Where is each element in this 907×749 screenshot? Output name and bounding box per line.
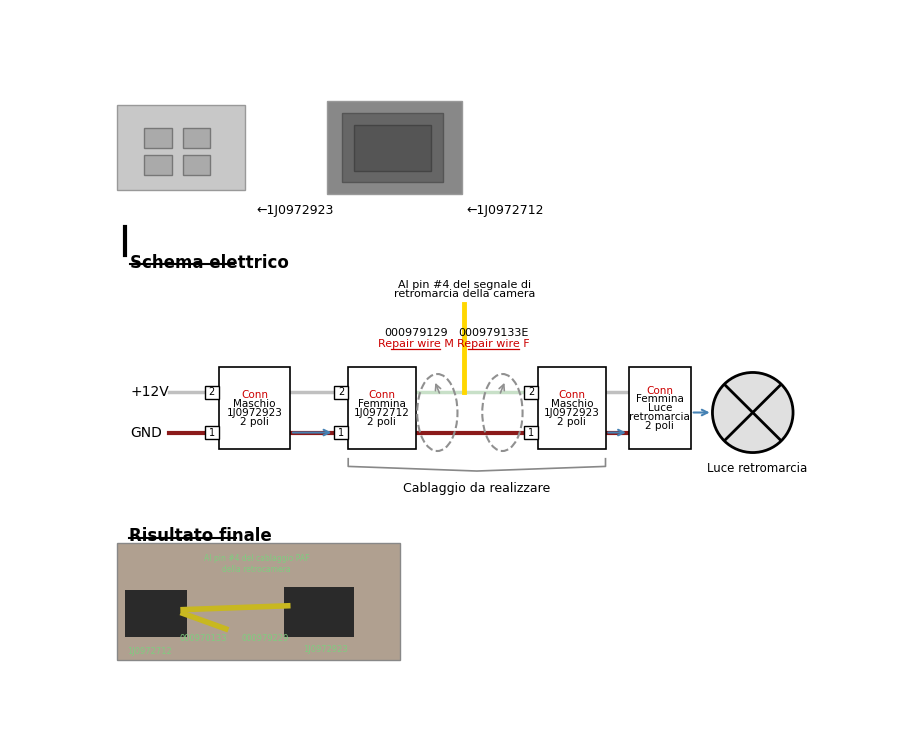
Text: Risultato finale: Risultato finale: [129, 527, 271, 545]
Text: Conn: Conn: [647, 386, 673, 395]
Text: Maschio: Maschio: [551, 399, 593, 409]
Text: 2 poli: 2 poli: [367, 416, 396, 427]
Text: Maschio: Maschio: [233, 399, 276, 409]
Bar: [144, 155, 171, 175]
Bar: [538, 367, 606, 449]
Text: Conn: Conn: [241, 390, 268, 400]
Text: 1: 1: [338, 428, 345, 437]
Text: Cablaggio da realizzare: Cablaggio da realizzare: [404, 482, 551, 495]
Text: Repair wire F: Repair wire F: [457, 339, 530, 348]
Bar: [183, 155, 210, 175]
Text: 1: 1: [528, 428, 534, 437]
Bar: [117, 542, 400, 660]
Text: 1: 1: [209, 428, 215, 437]
Text: 000979133E: 000979133E: [458, 328, 528, 338]
Text: Conn: Conn: [559, 390, 585, 400]
Text: Luce retromarcia: Luce retromarcia: [707, 462, 806, 475]
Bar: [219, 367, 290, 449]
Text: 2: 2: [209, 387, 215, 398]
Text: 1J0972712: 1J0972712: [354, 407, 410, 418]
Bar: [348, 367, 415, 449]
Text: Repair wire M: Repair wire M: [377, 339, 454, 348]
Text: +12V: +12V: [131, 386, 170, 399]
Text: Femmina: Femmina: [358, 399, 405, 409]
Text: 2 poli: 2 poli: [240, 416, 268, 427]
Text: 000979129: 000979129: [384, 328, 447, 338]
Bar: [342, 113, 443, 182]
Bar: [524, 425, 538, 440]
Bar: [524, 386, 538, 399]
Text: retromarcia: retromarcia: [629, 412, 690, 422]
Bar: [183, 128, 210, 148]
Text: 1J0972923: 1J0972923: [544, 407, 600, 418]
Text: Al pin #4 del cablaggio PAF
della retrocamera: Al pin #4 del cablaggio PAF della retroc…: [204, 554, 309, 574]
Text: 2 poli: 2 poli: [557, 416, 586, 427]
Text: ←1J0972712: ←1J0972712: [466, 204, 543, 217]
Text: Schema elettrico: Schema elettrico: [131, 254, 289, 272]
Bar: [125, 590, 187, 637]
Text: Al pin #4 del segnale di: Al pin #4 del segnale di: [398, 280, 531, 290]
Text: 000970133: 000970133: [180, 634, 227, 643]
Text: Conn: Conn: [368, 390, 395, 400]
Bar: [327, 101, 463, 194]
Text: GND: GND: [131, 425, 162, 440]
Bar: [144, 128, 171, 148]
Text: 000979229: 000979229: [241, 634, 288, 643]
Text: 1J0972923: 1J0972923: [303, 645, 348, 654]
Text: 2: 2: [528, 387, 534, 398]
Bar: [117, 106, 245, 190]
Text: ←1J0972923: ←1J0972923: [257, 204, 334, 217]
Text: Luce: Luce: [648, 403, 672, 413]
Text: 2 poli: 2 poli: [645, 421, 674, 431]
Circle shape: [713, 372, 793, 452]
Text: Femmina: Femmina: [636, 395, 684, 404]
Bar: [205, 386, 219, 399]
Bar: [284, 586, 354, 637]
Bar: [629, 367, 691, 449]
Text: 2: 2: [338, 387, 345, 398]
Bar: [354, 124, 431, 171]
Text: 1J0972923: 1J0972923: [227, 407, 282, 418]
Text: 1J0972712: 1J0972712: [127, 647, 172, 656]
Bar: [335, 425, 348, 440]
Text: retromarcia della camera: retromarcia della camera: [394, 289, 535, 300]
Bar: [335, 386, 348, 399]
Bar: [205, 425, 219, 440]
